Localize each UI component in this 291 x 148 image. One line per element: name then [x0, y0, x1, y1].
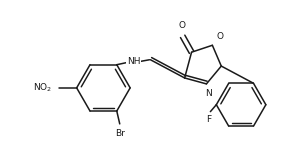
Text: NO$_2$: NO$_2$ — [33, 82, 52, 94]
Text: O: O — [216, 32, 223, 41]
Text: F: F — [206, 115, 211, 124]
Text: O: O — [178, 21, 185, 30]
Text: NH: NH — [127, 57, 140, 66]
Text: Br: Br — [115, 129, 125, 138]
Text: N: N — [205, 89, 212, 98]
